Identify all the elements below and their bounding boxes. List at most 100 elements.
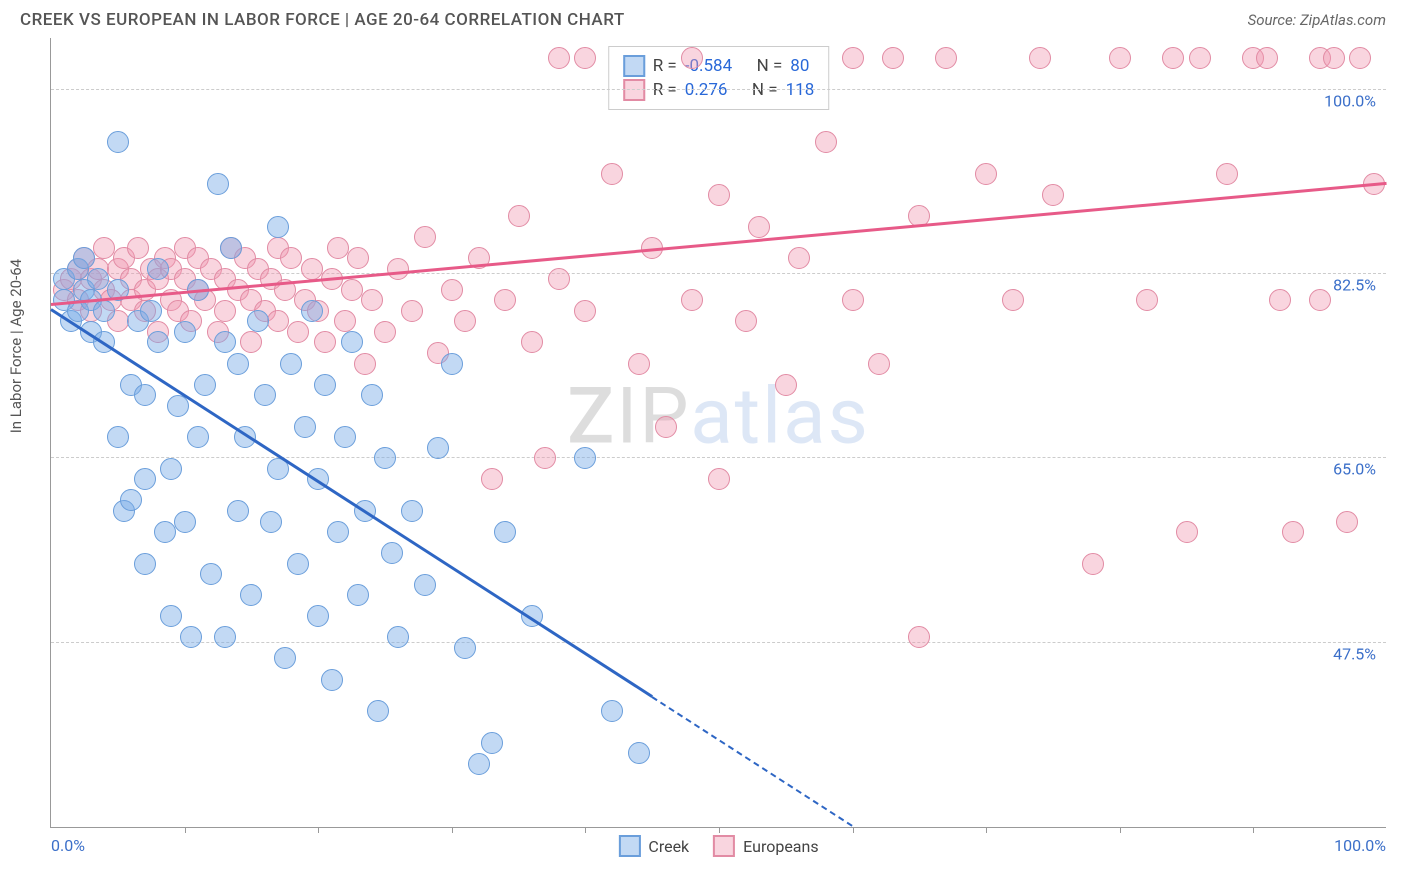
scatter-chart: In Labor Force | Age 20-64 ZIPatlas R = …: [50, 38, 1386, 828]
data-point-creek: [247, 310, 269, 332]
gridline: [51, 89, 1386, 90]
data-point-europeans: [908, 626, 930, 648]
data-point-creek: [280, 353, 302, 375]
data-point-europeans: [1042, 184, 1064, 206]
data-point-creek: [334, 426, 356, 448]
swatch-europeans: [713, 835, 735, 857]
data-point-creek: [147, 258, 169, 280]
data-point-europeans: [748, 216, 770, 238]
legend-label-europeans: Europeans: [743, 837, 818, 856]
data-point-europeans: [1309, 289, 1331, 311]
x-tick: [1120, 827, 1121, 833]
swatch-creek: [623, 55, 645, 77]
data-point-creek: [454, 637, 476, 659]
data-point-europeans: [628, 353, 650, 375]
data-point-europeans: [975, 163, 997, 185]
x-tick: [585, 827, 586, 833]
data-point-europeans: [815, 131, 837, 153]
data-point-creek: [367, 700, 389, 722]
data-point-creek: [220, 237, 242, 259]
data-point-creek: [414, 574, 436, 596]
data-point-europeans: [401, 300, 423, 322]
data-point-creek: [361, 384, 383, 406]
data-point-europeans: [708, 468, 730, 490]
data-point-creek: [494, 521, 516, 543]
data-point-europeans: [280, 247, 302, 269]
trend-line: [652, 696, 853, 827]
data-point-creek: [207, 173, 229, 195]
legend-item-creek: Creek: [618, 835, 689, 857]
creek-n-value: 80: [790, 56, 809, 76]
stats-row-creek: R = -0.584 N = 80: [623, 55, 815, 77]
source-attribution: Source: ZipAtlas.com: [1248, 11, 1386, 29]
data-point-creek: [374, 447, 396, 469]
data-point-creek: [327, 521, 349, 543]
data-point-creek: [154, 521, 176, 543]
data-point-europeans: [127, 237, 149, 259]
gridline: [51, 457, 1386, 458]
data-point-europeans: [1029, 47, 1051, 69]
gridline: [51, 642, 1386, 643]
x-axis-min-label: 0.0%: [51, 836, 85, 855]
data-point-europeans: [341, 279, 363, 301]
data-point-europeans: [387, 258, 409, 280]
data-point-europeans: [775, 374, 797, 396]
y-tick-label: 65.0%: [1333, 460, 1376, 479]
y-tick-label: 82.5%: [1333, 276, 1376, 295]
data-point-europeans: [735, 310, 757, 332]
data-point-europeans: [494, 289, 516, 311]
data-point-europeans: [1269, 289, 1291, 311]
data-point-creek: [134, 384, 156, 406]
data-point-creek: [180, 626, 202, 648]
data-point-europeans: [327, 237, 349, 259]
data-point-creek: [321, 669, 343, 691]
data-point-creek: [387, 626, 409, 648]
data-point-europeans: [574, 47, 596, 69]
data-point-europeans: [347, 247, 369, 269]
data-point-europeans: [1162, 47, 1184, 69]
data-point-creek: [147, 331, 169, 353]
data-point-creek: [194, 374, 216, 396]
swatch-creek: [618, 835, 640, 857]
data-point-europeans: [240, 331, 262, 353]
n-label: N =: [752, 80, 778, 100]
swatch-europeans: [623, 79, 645, 101]
legend-item-europeans: Europeans: [713, 835, 818, 857]
data-point-europeans: [681, 289, 703, 311]
data-point-creek: [294, 416, 316, 438]
data-point-creek: [174, 321, 196, 343]
data-point-europeans: [414, 226, 436, 248]
europeans-n-value: 118: [786, 80, 815, 100]
data-point-creek: [381, 542, 403, 564]
data-point-europeans: [882, 47, 904, 69]
data-point-europeans: [1189, 47, 1211, 69]
data-point-europeans: [374, 321, 396, 343]
data-point-europeans: [655, 416, 677, 438]
data-point-creek: [427, 437, 449, 459]
data-point-creek: [160, 605, 182, 627]
data-point-creek: [481, 732, 503, 754]
data-point-creek: [200, 563, 222, 585]
data-point-creek: [628, 742, 650, 764]
data-point-europeans: [1336, 511, 1358, 533]
data-point-europeans: [301, 258, 323, 280]
series-legend: Creek Europeans: [618, 835, 818, 857]
europeans-r-value: 0.276: [685, 80, 728, 100]
data-point-europeans: [548, 47, 570, 69]
x-tick: [986, 827, 987, 833]
data-point-europeans: [868, 353, 890, 375]
n-label: N =: [757, 56, 783, 76]
data-point-europeans: [1136, 289, 1158, 311]
data-point-creek: [214, 626, 236, 648]
data-point-creek: [267, 216, 289, 238]
data-point-creek: [174, 511, 196, 533]
data-point-europeans: [314, 331, 336, 353]
data-point-creek: [227, 500, 249, 522]
data-point-europeans: [521, 331, 543, 353]
data-point-europeans: [267, 310, 289, 332]
data-point-europeans: [548, 268, 570, 290]
watermark: ZIPatlas: [567, 371, 870, 462]
data-point-creek: [468, 753, 490, 775]
x-tick: [853, 827, 854, 833]
legend-label-creek: Creek: [648, 837, 689, 856]
